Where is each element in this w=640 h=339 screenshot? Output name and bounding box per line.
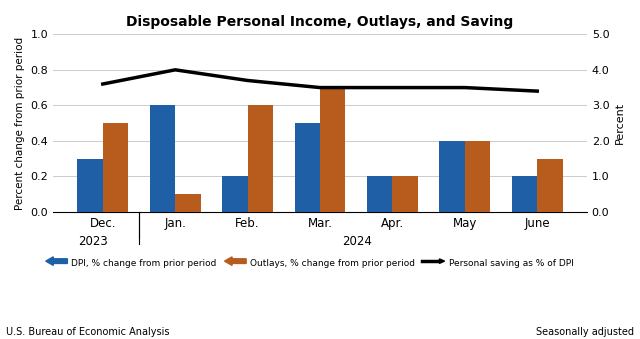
- Text: 2024: 2024: [342, 235, 372, 248]
- Bar: [248, 105, 273, 212]
- Y-axis label: Percent change from prior period: Percent change from prior period: [15, 37, 25, 210]
- Bar: [392, 176, 418, 212]
- Bar: [150, 105, 175, 212]
- Bar: [77, 159, 103, 212]
- Bar: [320, 87, 346, 212]
- Bar: [294, 123, 320, 212]
- Bar: [465, 141, 490, 212]
- Bar: [103, 123, 128, 212]
- Text: U.S. Bureau of Economic Analysis: U.S. Bureau of Economic Analysis: [6, 327, 170, 337]
- Bar: [440, 141, 465, 212]
- Bar: [367, 176, 392, 212]
- Bar: [222, 176, 248, 212]
- Bar: [512, 176, 537, 212]
- Text: 2023: 2023: [78, 235, 108, 248]
- Y-axis label: Percent: Percent: [615, 102, 625, 144]
- Legend: DPI, % change from prior period, Outlays, % change from prior period, Personal s: DPI, % change from prior period, Outlays…: [42, 255, 577, 272]
- Text: Seasonally adjusted: Seasonally adjusted: [536, 327, 634, 337]
- Bar: [537, 159, 563, 212]
- Title: Disposable Personal Income, Outlays, and Saving: Disposable Personal Income, Outlays, and…: [126, 15, 514, 29]
- Bar: [175, 194, 200, 212]
